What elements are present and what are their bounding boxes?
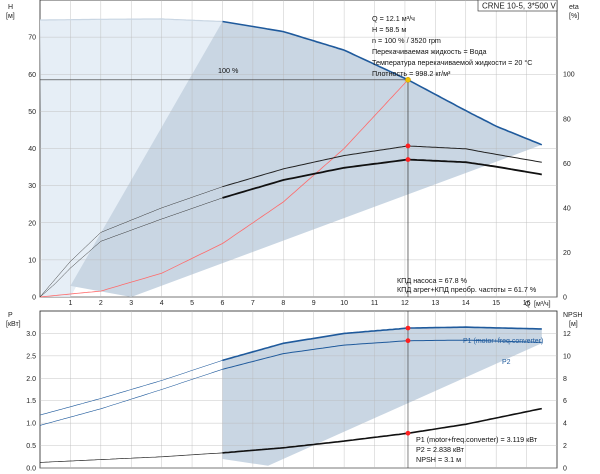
h-curve-speed-label: 100 % xyxy=(218,66,239,75)
top-right-tick-label: 0 xyxy=(563,295,567,302)
p1-op-marker xyxy=(405,325,411,331)
model-label-box xyxy=(477,0,558,12)
p1-curve-low xyxy=(39,360,223,416)
bottom-info-block: P1 (motor+freq.converter) = 3.119 кВт P2… xyxy=(416,435,538,464)
top-left-axis-unit: [м] xyxy=(6,13,15,20)
top-x-tick-label: 16 xyxy=(523,300,531,307)
system-curve xyxy=(39,79,409,298)
top-info-block: Q = 12.1 м³/ч H = 58.5 м n = 100 % / 352… xyxy=(372,14,532,78)
top-left-tick-label: 30 xyxy=(28,183,36,190)
bottom-left-tick-label: 2.5 xyxy=(26,353,36,360)
top-left-tick-label: 0 xyxy=(32,295,36,302)
top-x-tick-label: 6 xyxy=(221,300,225,307)
top-right-tick-label: 40 xyxy=(563,205,571,212)
bottom-right-tick-label: 2 xyxy=(563,443,567,450)
top-x-tick-label: 12 xyxy=(401,300,409,307)
top-right-axis-label: eta xyxy=(569,4,579,11)
bottom-left-tick-label: 1.0 xyxy=(26,421,36,428)
info-p2: P2 = 2.838 кВт xyxy=(416,445,465,454)
eta-total-marker xyxy=(405,157,411,162)
eta-pump-marker xyxy=(405,143,411,149)
operating-point-marker xyxy=(405,76,411,83)
bottom-right-tick-label: 12 xyxy=(563,331,571,338)
top-right-tick-label: 60 xyxy=(563,161,571,168)
top-x-tick-label: 1 xyxy=(68,300,72,307)
bottom-left-axis-unit: [кВт] xyxy=(6,321,21,328)
p2-curve-low xyxy=(39,369,223,426)
info-p1: P1 (motor+freq.converter) = 3.119 кВт xyxy=(416,435,538,444)
head-band-main xyxy=(70,21,542,297)
npsh-curve-low xyxy=(39,452,223,463)
p1-series-label: P1 (motor+freq.converter) xyxy=(463,338,543,345)
bottom-left-tick-label: 0.5 xyxy=(26,443,36,450)
bottom-right-axis-unit: [м] xyxy=(569,321,578,328)
top-left-tick-label: 60 xyxy=(28,72,36,79)
p2-curve xyxy=(222,339,542,370)
info-speed: n = 100 % / 3520 rpm xyxy=(372,36,441,45)
info-eta-pump: КПД насоса = 67.8 % xyxy=(397,276,468,285)
top-left-tick-label: 20 xyxy=(28,220,36,227)
top-left-axis-label: H xyxy=(8,4,13,11)
info-eta-total: КПД агрег+КПД преобр. частоты = 61.7 % xyxy=(397,285,537,294)
bottom-left-tick-label: 3.0 xyxy=(26,331,36,338)
top-right-tick-label: 100 xyxy=(563,72,575,79)
top-x-tick-label: 13 xyxy=(431,300,439,307)
head-curve-low xyxy=(40,18,223,23)
top-x-tick-label: 7 xyxy=(251,300,255,307)
bottom-left-tick-label: 0.0 xyxy=(26,466,36,473)
p1-curve xyxy=(222,326,542,362)
top-left-tick-label: 50 xyxy=(28,109,36,116)
eta-pump-curve-low xyxy=(39,186,223,298)
eta-total-curve xyxy=(222,158,542,199)
bottom-left-axis-label: P xyxy=(8,312,13,319)
x-axis-label: Q xyxy=(525,301,531,308)
info-temperature: Температура перекачиваемой жидкости = 20… xyxy=(372,58,532,67)
top-x-tick-label: 14 xyxy=(462,300,470,307)
p2-op-marker xyxy=(405,338,411,344)
info-head: H = 58.5 м xyxy=(372,25,406,34)
bottom-right-axis-label: NPSH xyxy=(563,312,582,319)
model-label: CRNE 10-5, 3*500 V xyxy=(482,2,556,11)
bottom-right-tick-label: 4 xyxy=(563,421,567,428)
top-right-tick-label: 80 xyxy=(563,116,571,123)
info-density: Плотность = 998.2 кг/м³ xyxy=(372,69,451,78)
top-x-tick-label: 8 xyxy=(281,300,285,307)
efficiency-info-block: КПД насоса = 67.8 % КПД агрег+КПД преобр… xyxy=(397,276,537,294)
top-right-tick-label: 20 xyxy=(563,250,571,257)
power-band xyxy=(222,327,542,466)
bottom-right-tick-label: 6 xyxy=(563,398,567,405)
info-npsh: NPSH = 3.1 м xyxy=(416,455,461,464)
top-left-tick-label: 10 xyxy=(28,257,36,264)
top-x-tick-label: 9 xyxy=(312,300,316,307)
bottom-left-tick-label: 1.5 xyxy=(26,398,36,405)
info-flow: Q = 12.1 м³/ч xyxy=(372,14,415,23)
npsh-op-marker xyxy=(405,430,411,436)
head-curve xyxy=(222,20,543,146)
info-liquid: Перекачиваемая жидкость = Вода xyxy=(372,47,487,56)
top-x-tick-label: 3 xyxy=(129,300,133,307)
eta-total-curve-low xyxy=(39,197,223,298)
npsh-curve xyxy=(222,407,542,454)
p2-series-label: P2 xyxy=(502,359,511,366)
bottom-left-tick-label: 2.0 xyxy=(26,376,36,383)
eta-pump-curve xyxy=(222,145,542,188)
top-x-tick-label: 5 xyxy=(190,300,194,307)
top-right-axis-unit: [%] xyxy=(569,13,579,20)
top-x-tick-label: 10 xyxy=(340,300,348,307)
top-x-tick-label: 11 xyxy=(371,300,378,307)
bottom-right-tick-label: 8 xyxy=(563,376,567,383)
top-left-tick-label: 70 xyxy=(28,35,36,42)
top-left-tick-label: 40 xyxy=(28,146,36,153)
bottom-right-tick-label: 0 xyxy=(563,466,567,473)
top-x-tick-label: 2 xyxy=(99,300,103,307)
top-x-tick-label: 15 xyxy=(492,300,500,307)
bottom-right-tick-label: 10 xyxy=(563,353,571,360)
top-x-tick-label: 4 xyxy=(160,300,164,307)
x-axis-unit: [м³/ч] xyxy=(534,301,551,308)
